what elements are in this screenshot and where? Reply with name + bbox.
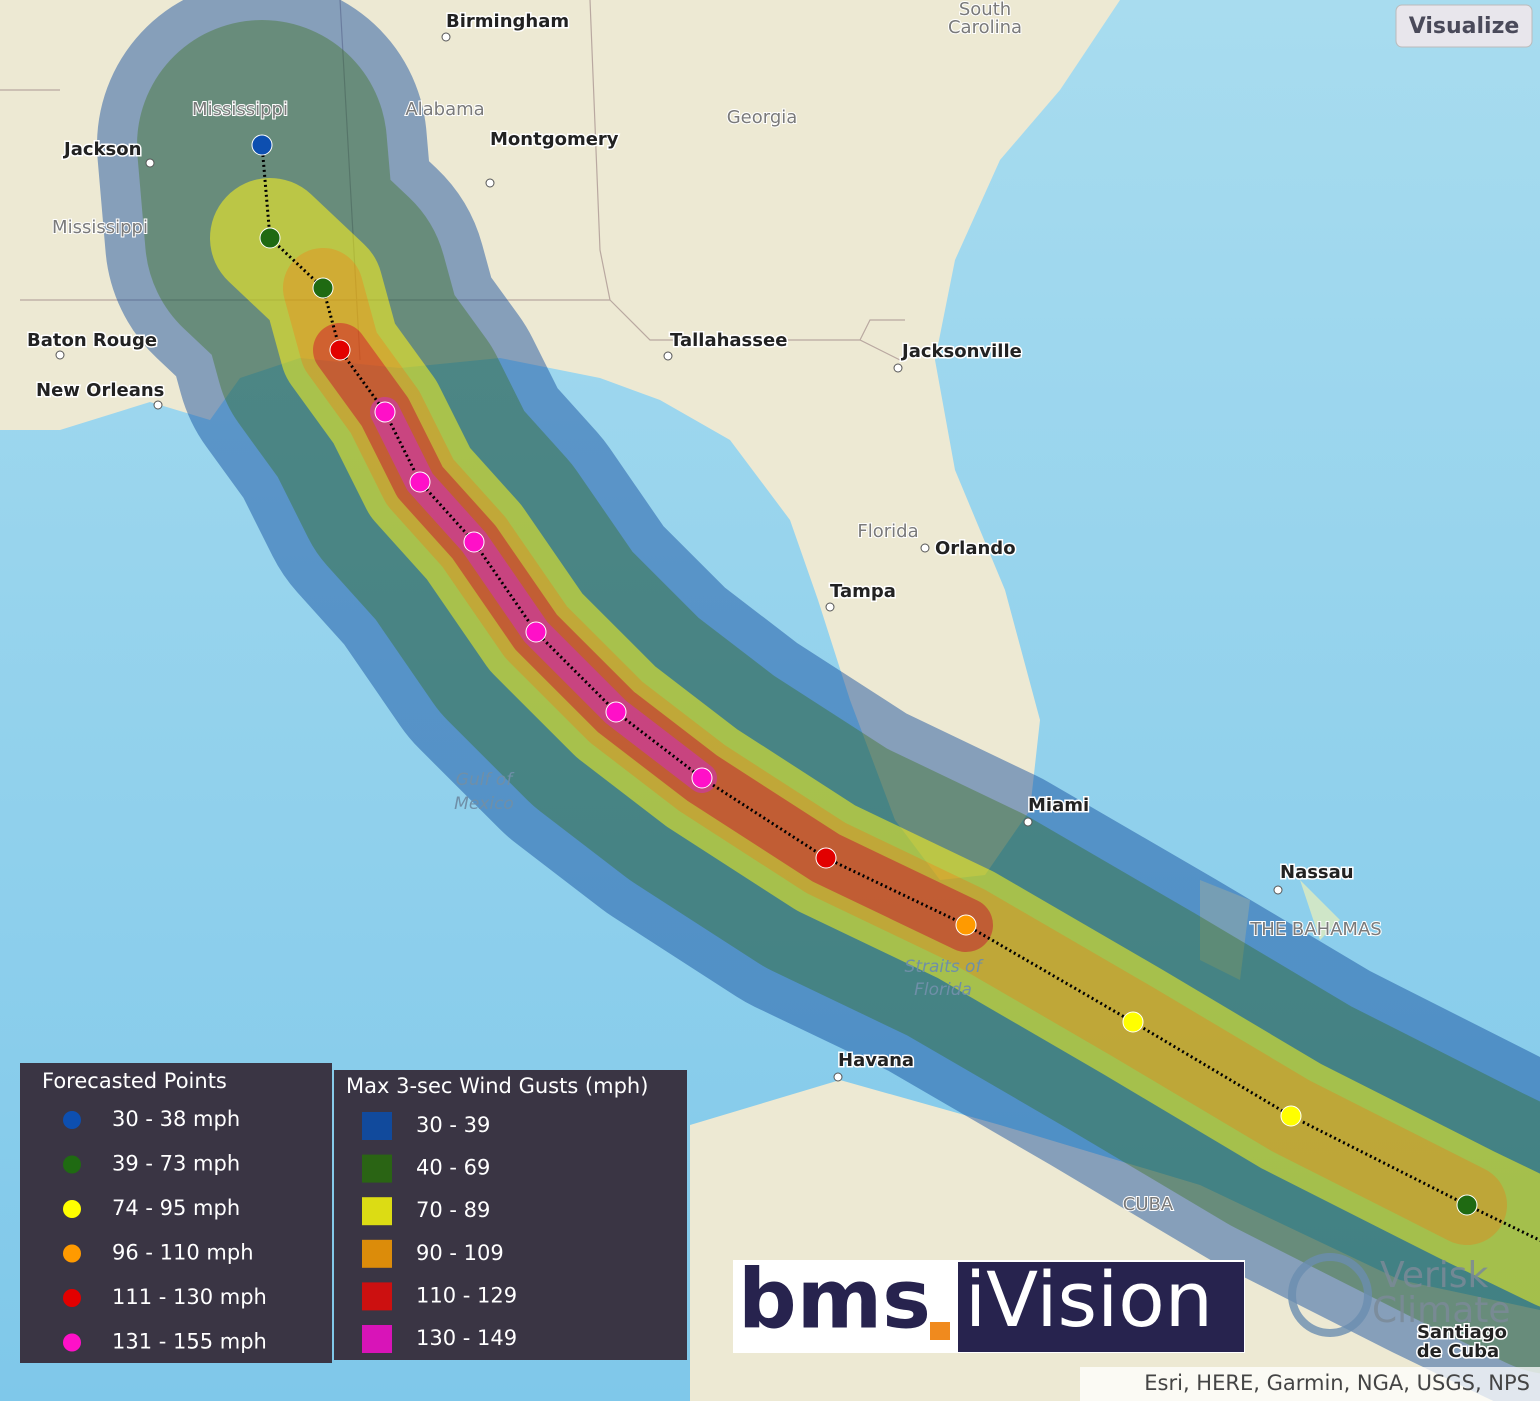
place-label: New Orleans [36, 380, 164, 401]
forecast-point [329, 339, 351, 361]
city-dot [1023, 817, 1033, 827]
legend-icon [63, 1111, 81, 1129]
place-label: Alabama [405, 99, 484, 120]
city-dot [663, 351, 673, 361]
place-label: Mississippi [192, 99, 288, 120]
place-label: Mississippi [52, 217, 148, 238]
verisk-icon [1288, 1253, 1372, 1337]
gusts-legend [334, 1070, 687, 1360]
forecast-point [374, 401, 396, 423]
forecast-point [251, 134, 273, 156]
forecast-point [525, 621, 547, 643]
city-dot [485, 178, 495, 188]
forecast-point [1456, 1194, 1478, 1216]
legend-swatch [362, 1112, 392, 1140]
place-label: Montgomery [490, 129, 619, 150]
legend-icon [63, 1200, 81, 1218]
place-label: Georgia [727, 107, 798, 128]
place-label: Jackson [62, 139, 141, 160]
place-label: Mexico [454, 794, 514, 814]
city-dot [55, 350, 65, 360]
city-dot [153, 400, 163, 410]
legend-title: Forecasted Points [42, 1069, 227, 1093]
attribution-box [1080, 1367, 1540, 1401]
place-label: CUBA [1123, 1194, 1174, 1215]
place-label: Orlando [935, 538, 1016, 559]
logo-brand: bms [738, 1252, 931, 1347]
place-label: Santiago [1417, 1322, 1507, 1343]
legend-label: 111 - 130 mph [112, 1285, 267, 1309]
place-label: Straits of [905, 957, 985, 977]
legend-icon [63, 1155, 81, 1174]
legend-label: 30 - 38 mph [112, 1107, 240, 1131]
forecast-point [1122, 1011, 1144, 1033]
place-label: Tampa [830, 581, 896, 602]
place-label: de Cuba [1417, 1341, 1499, 1362]
forecast-point [605, 701, 627, 723]
place-label: Tallahassee [670, 330, 787, 351]
visualize-label[interactable]: Visualize [1409, 14, 1520, 39]
place-label: Baton Rouge [27, 330, 157, 351]
logo-dot [930, 1322, 950, 1340]
place-label: Gulf of [456, 770, 515, 790]
city-dot [441, 32, 451, 42]
borders [0, 0, 905, 361]
legend-label: 131 - 155 mph [112, 1330, 267, 1354]
city-dot [825, 602, 835, 612]
verisk-name: Climate [1372, 1290, 1511, 1331]
forecast-point [463, 531, 485, 553]
city-dot [145, 158, 155, 168]
forecast-point [409, 471, 431, 493]
legend-label: 30 - 39 [416, 1113, 490, 1137]
place-label: Jacksonville [900, 341, 1022, 362]
legend-icon [63, 1289, 81, 1307]
legend-label: 70 - 89 [416, 1198, 490, 1222]
legend-items: 30 - 38 mph 39 - 73 mph 74 - 95 mph 96 - 11… [63, 1107, 517, 1354]
forecast-point [815, 847, 837, 869]
place-label: Miami [1028, 795, 1089, 816]
place-label: South [959, 0, 1011, 20]
city-dot [833, 1072, 843, 1082]
bahamas [1200, 880, 1340, 980]
legend-icon [63, 1244, 81, 1263]
place-label: Nassau [1280, 862, 1354, 883]
legend-label: 96 - 110 mph [112, 1241, 254, 1265]
place-label: Florida [914, 980, 972, 1000]
place-label: Florida [857, 521, 918, 542]
logo-product-box [958, 1262, 1244, 1352]
track [251, 134, 1540, 1242]
verisk-name: Verisk [1380, 1255, 1489, 1296]
city-dot [1273, 885, 1283, 895]
legend-label: 130 - 149 [416, 1326, 517, 1350]
legend-swatch [362, 1154, 392, 1183]
place-label: Birmingham [446, 11, 569, 32]
forecast-point [259, 227, 281, 249]
legend-icon [63, 1333, 81, 1352]
forecast-point [1280, 1105, 1302, 1127]
track-line [260, 144, 1540, 1242]
place-label: THE BAHAMAS [1249, 919, 1381, 940]
logo-product: iVision [965, 1255, 1213, 1344]
forecast-point [691, 767, 713, 789]
legend-swatch [362, 1325, 392, 1353]
visualize-button[interactable] [1395, 4, 1533, 48]
legend-label: 74 - 95 mph [112, 1196, 240, 1220]
place-label: Carolina [948, 17, 1022, 38]
city-dot [893, 363, 903, 373]
legend-label: 90 - 109 [416, 1241, 504, 1265]
place-label: Havana [838, 1050, 914, 1071]
legend-title: Max 3-sec Wind Gusts (mph) [346, 1074, 648, 1098]
legend-swatch [362, 1197, 392, 1226]
city-dot [920, 543, 930, 553]
legend-swatch [362, 1239, 392, 1268]
forecast-point [955, 914, 977, 936]
legend-label: 110 - 129 [416, 1283, 517, 1307]
attribution: Esri, HERE, Garmin, NGA, USGS, NPS [1144, 1371, 1530, 1395]
legend-label: 39 - 73 mph [112, 1152, 240, 1176]
legend-label: 40 - 69 [416, 1156, 490, 1180]
forecast-point [312, 277, 334, 299]
legend-swatch [362, 1282, 392, 1311]
